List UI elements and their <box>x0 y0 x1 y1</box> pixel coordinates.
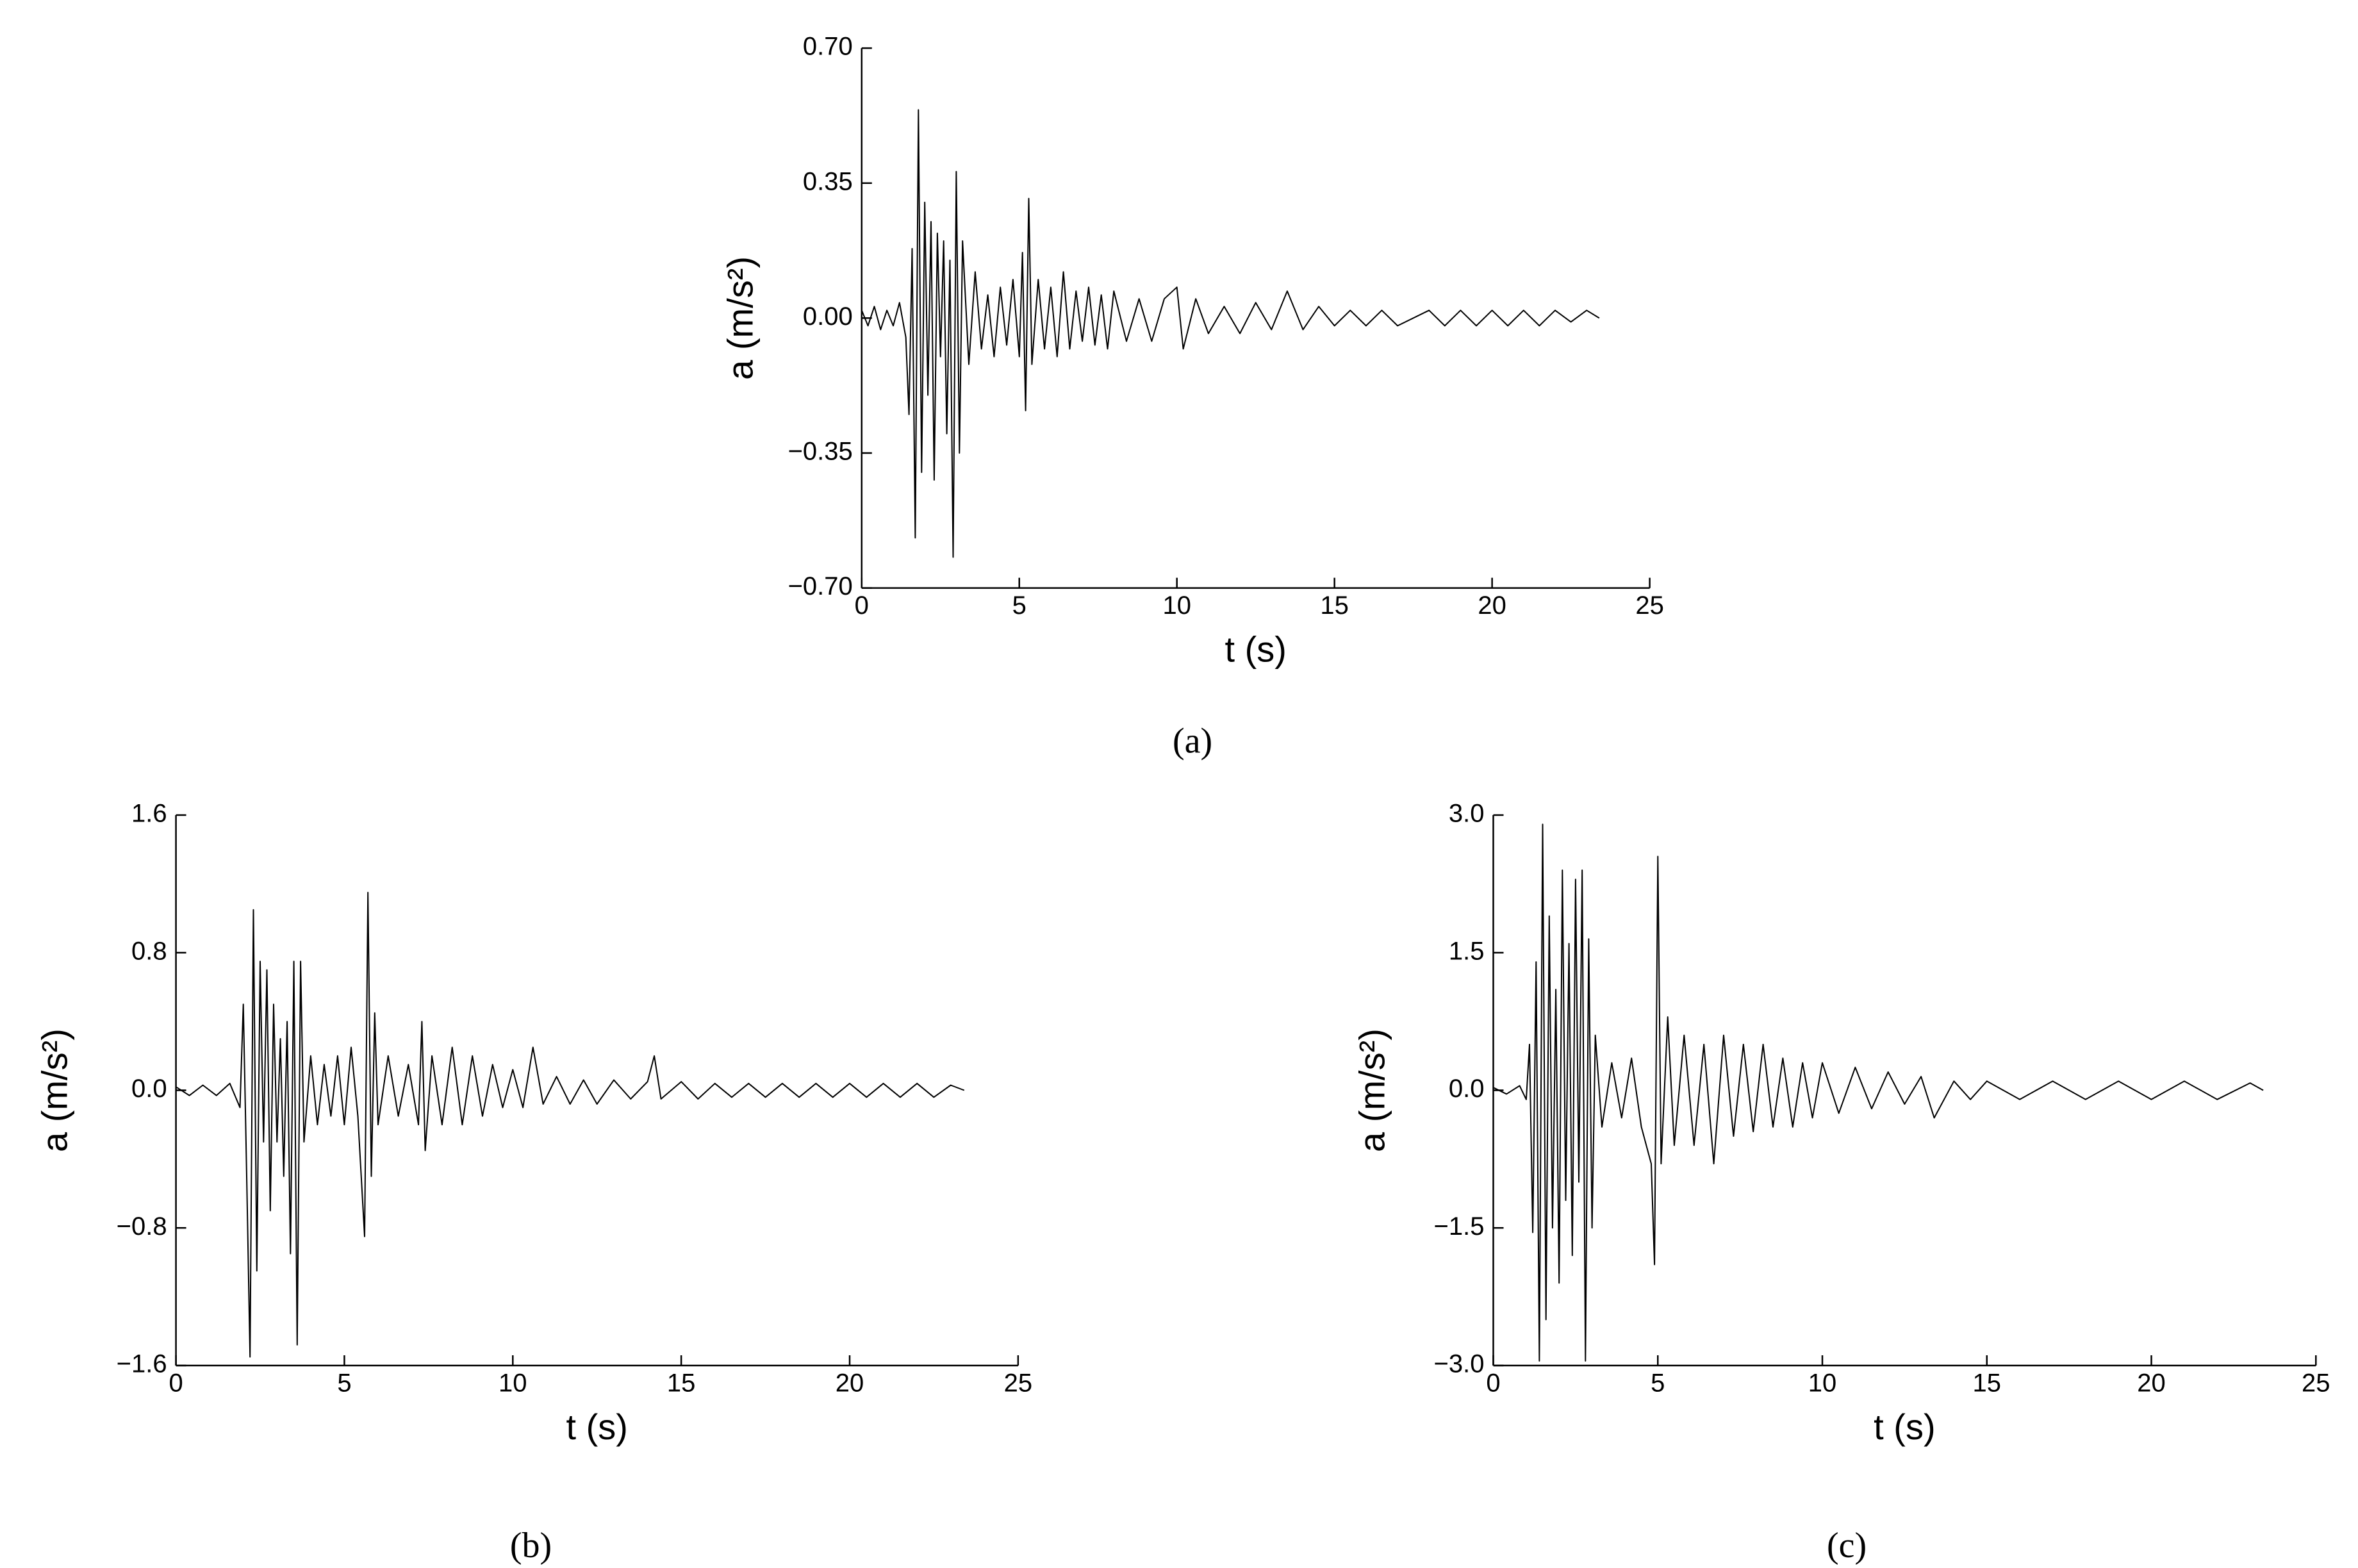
panel-caption: (a) <box>1173 722 1212 761</box>
x-tick-label: 15 <box>667 1369 696 1398</box>
x-tick-label: 5 <box>337 1369 351 1398</box>
x-tick-label: 20 <box>2137 1369 2166 1398</box>
y-tick-label: 3.0 <box>1449 800 1485 828</box>
y-tick-label: −0.8 <box>117 1212 167 1241</box>
y-tick-label: 0.35 <box>803 167 853 195</box>
y-tick-label: −0.35 <box>788 438 853 466</box>
x-tick-label: 15 <box>1973 1369 2002 1398</box>
panel-caption: (b) <box>510 1526 552 1565</box>
y-axis-label: a (m/s²) <box>1351 1028 1392 1152</box>
x-tick-label: 0 <box>855 591 869 620</box>
y-tick-label: 0.8 <box>131 937 167 965</box>
x-tick-label: 10 <box>1162 591 1191 620</box>
x-axis-label: t (s) <box>1224 629 1286 669</box>
x-tick-label: 20 <box>836 1369 864 1398</box>
y-tick-label: −3.0 <box>1434 1350 1485 1378</box>
x-axis-label: t (s) <box>1874 1407 1935 1447</box>
panel-caption: (c) <box>1827 1526 1867 1565</box>
y-tick-label: 0.0 <box>1449 1075 1485 1103</box>
y-tick-label: −0.70 <box>788 572 853 600</box>
y-tick-label: 0.70 <box>803 33 853 61</box>
y-tick-label: 0.0 <box>131 1075 167 1103</box>
signal-line <box>1493 823 2264 1362</box>
x-tick-label: 25 <box>1635 591 1664 620</box>
y-axis-label: a (m/s²) <box>34 1028 74 1152</box>
x-tick-label: 25 <box>2302 1369 2330 1398</box>
x-tick-label: 20 <box>1478 591 1506 620</box>
x-tick-label: 5 <box>1651 1369 1665 1398</box>
x-tick-label: 0 <box>169 1369 183 1398</box>
x-tick-label: 5 <box>1012 591 1026 620</box>
y-tick-label: 0.00 <box>803 302 853 331</box>
signal-line <box>861 109 1600 558</box>
x-tick-label: 15 <box>1320 591 1349 620</box>
y-tick-label: 1.5 <box>1449 937 1485 965</box>
y-tick-label: −1.5 <box>1434 1212 1485 1241</box>
y-tick-label: −1.6 <box>117 1350 167 1378</box>
x-tick-label: 10 <box>1808 1369 1837 1398</box>
y-axis-label: a (m/s²) <box>720 256 761 380</box>
y-tick-label: 1.6 <box>131 800 167 828</box>
x-tick-label: 25 <box>1004 1369 1033 1398</box>
x-axis-label: t (s) <box>566 1407 628 1447</box>
x-tick-label: 10 <box>499 1369 527 1398</box>
signal-line <box>176 891 965 1358</box>
x-tick-label: 0 <box>1486 1369 1500 1398</box>
